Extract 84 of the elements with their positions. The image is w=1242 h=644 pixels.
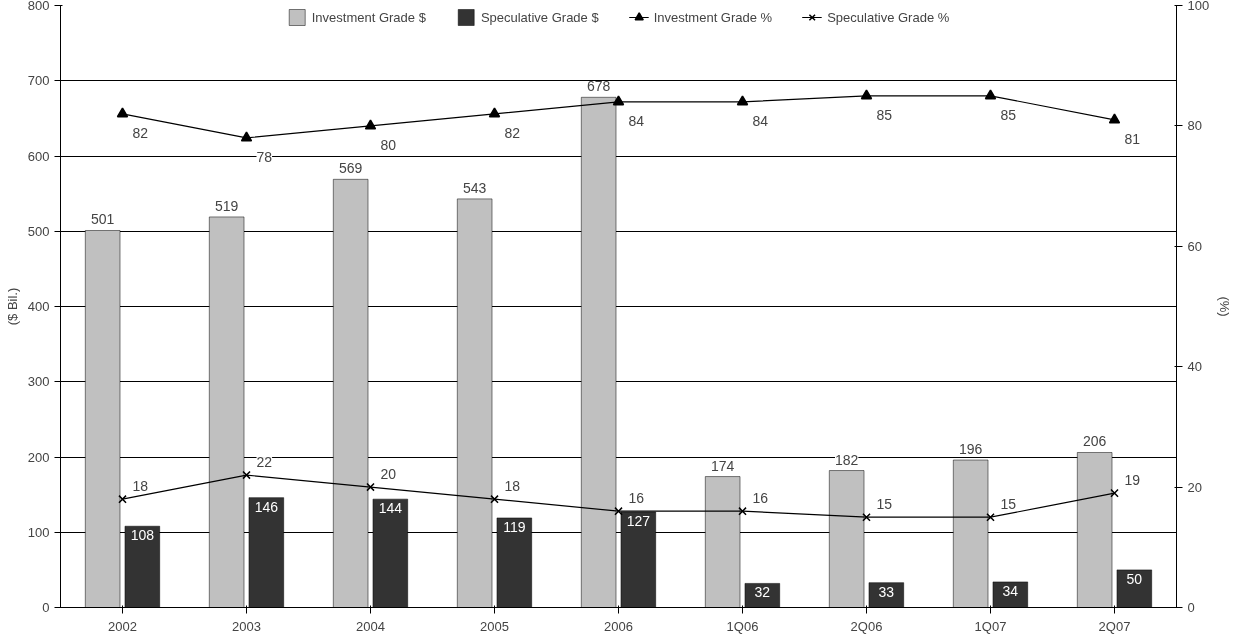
y2-tick-label: 20 — [1187, 479, 1202, 495]
data-label: 678 — [586, 78, 611, 95]
data-label: 119 — [503, 518, 526, 535]
data-label: 18 — [504, 478, 521, 495]
data-label: 144 — [378, 500, 403, 517]
x-tick-label: 1Q07 — [974, 618, 1007, 634]
y2-tick-label: 60 — [1187, 238, 1202, 254]
y2-axis-title: (%) — [1217, 296, 1233, 317]
legend-label: Investment Grade % — [653, 9, 773, 25]
data-label: 78 — [256, 148, 273, 165]
data-label: 196 — [958, 441, 983, 458]
data-label: 20 — [380, 466, 397, 483]
data-label: 569 — [338, 160, 363, 177]
point — [490, 494, 499, 504]
data-label: 50 — [1126, 570, 1143, 587]
data-label: 32 — [754, 584, 771, 601]
y-tick-label: 800 — [27, 0, 50, 13]
data-label: 16 — [752, 490, 769, 507]
point — [364, 119, 377, 130]
legend-label: Speculative Grade $ — [480, 9, 599, 25]
data-label: 15 — [1000, 496, 1017, 513]
point — [242, 470, 251, 480]
x-tick-label: 2005 — [480, 618, 509, 634]
point — [738, 506, 747, 516]
data-label: 519 — [214, 197, 239, 214]
point — [240, 131, 253, 142]
y2-tick-label: 80 — [1187, 118, 1202, 134]
data-label: 80 — [380, 136, 397, 153]
data-label: 15 — [876, 496, 893, 513]
point — [986, 512, 995, 522]
y-tick-label: 300 — [27, 374, 50, 390]
point — [1108, 113, 1121, 124]
data-label: 146 — [254, 498, 279, 515]
point — [614, 506, 623, 516]
y-tick-label: 100 — [27, 524, 50, 540]
point — [366, 482, 375, 492]
data-label: 501 — [90, 211, 115, 228]
data-label: 174 — [710, 457, 735, 474]
data-label: 84 — [752, 112, 769, 129]
data-label: 81 — [1124, 130, 1141, 147]
point — [118, 494, 127, 504]
data-label: 19 — [1124, 472, 1141, 489]
point — [862, 512, 871, 522]
x-tick-label: 2004 — [356, 618, 385, 634]
data-label: 84 — [628, 112, 645, 129]
point — [612, 95, 625, 106]
data-label: 82 — [132, 124, 149, 141]
x-tick-label: 2Q07 — [1098, 618, 1131, 634]
point — [1110, 488, 1119, 498]
data-label: 33 — [878, 583, 895, 600]
data-label: 85 — [1000, 106, 1017, 123]
data-label: 82 — [504, 124, 521, 141]
data-label: 22 — [256, 454, 273, 471]
data-label: 127 — [626, 512, 651, 529]
data-label: 206 — [1082, 433, 1107, 450]
point — [860, 89, 873, 100]
x-tick-label: 2002 — [108, 618, 137, 634]
data-label: 108 — [130, 527, 155, 544]
point — [488, 107, 501, 118]
x-tick-label: 2003 — [232, 618, 261, 634]
data-label: 85 — [876, 106, 893, 123]
point — [116, 107, 129, 118]
y2-tick-label: 0 — [1187, 600, 1195, 615]
y2-tick-label: 100 — [1187, 0, 1210, 13]
x-tick-label: 2006 — [604, 618, 633, 634]
data-label: 16 — [628, 490, 645, 507]
x-tick-label: 1Q06 — [726, 618, 759, 634]
point — [736, 95, 749, 106]
data-label: 543 — [462, 179, 487, 196]
legend-label: Investment Grade $ — [311, 9, 426, 25]
data-label: 18 — [132, 478, 149, 495]
y-tick-label: 700 — [27, 73, 50, 89]
y-tick-label: 400 — [27, 299, 50, 314]
y-axis-title: ($ Bil.) — [4, 287, 20, 326]
y-tick-label: 200 — [27, 449, 50, 465]
legend-label: Speculative Grade % — [827, 9, 950, 25]
y-tick-label: 600 — [27, 148, 50, 164]
y-tick-label: 0 — [42, 600, 50, 615]
data-label: 34 — [1002, 582, 1019, 599]
y2-tick-label: 40 — [1187, 359, 1202, 375]
data-label: 182 — [834, 451, 859, 468]
y-tick-label: 500 — [27, 223, 50, 239]
point — [984, 89, 997, 100]
x-tick-label: 2Q06 — [850, 618, 883, 634]
